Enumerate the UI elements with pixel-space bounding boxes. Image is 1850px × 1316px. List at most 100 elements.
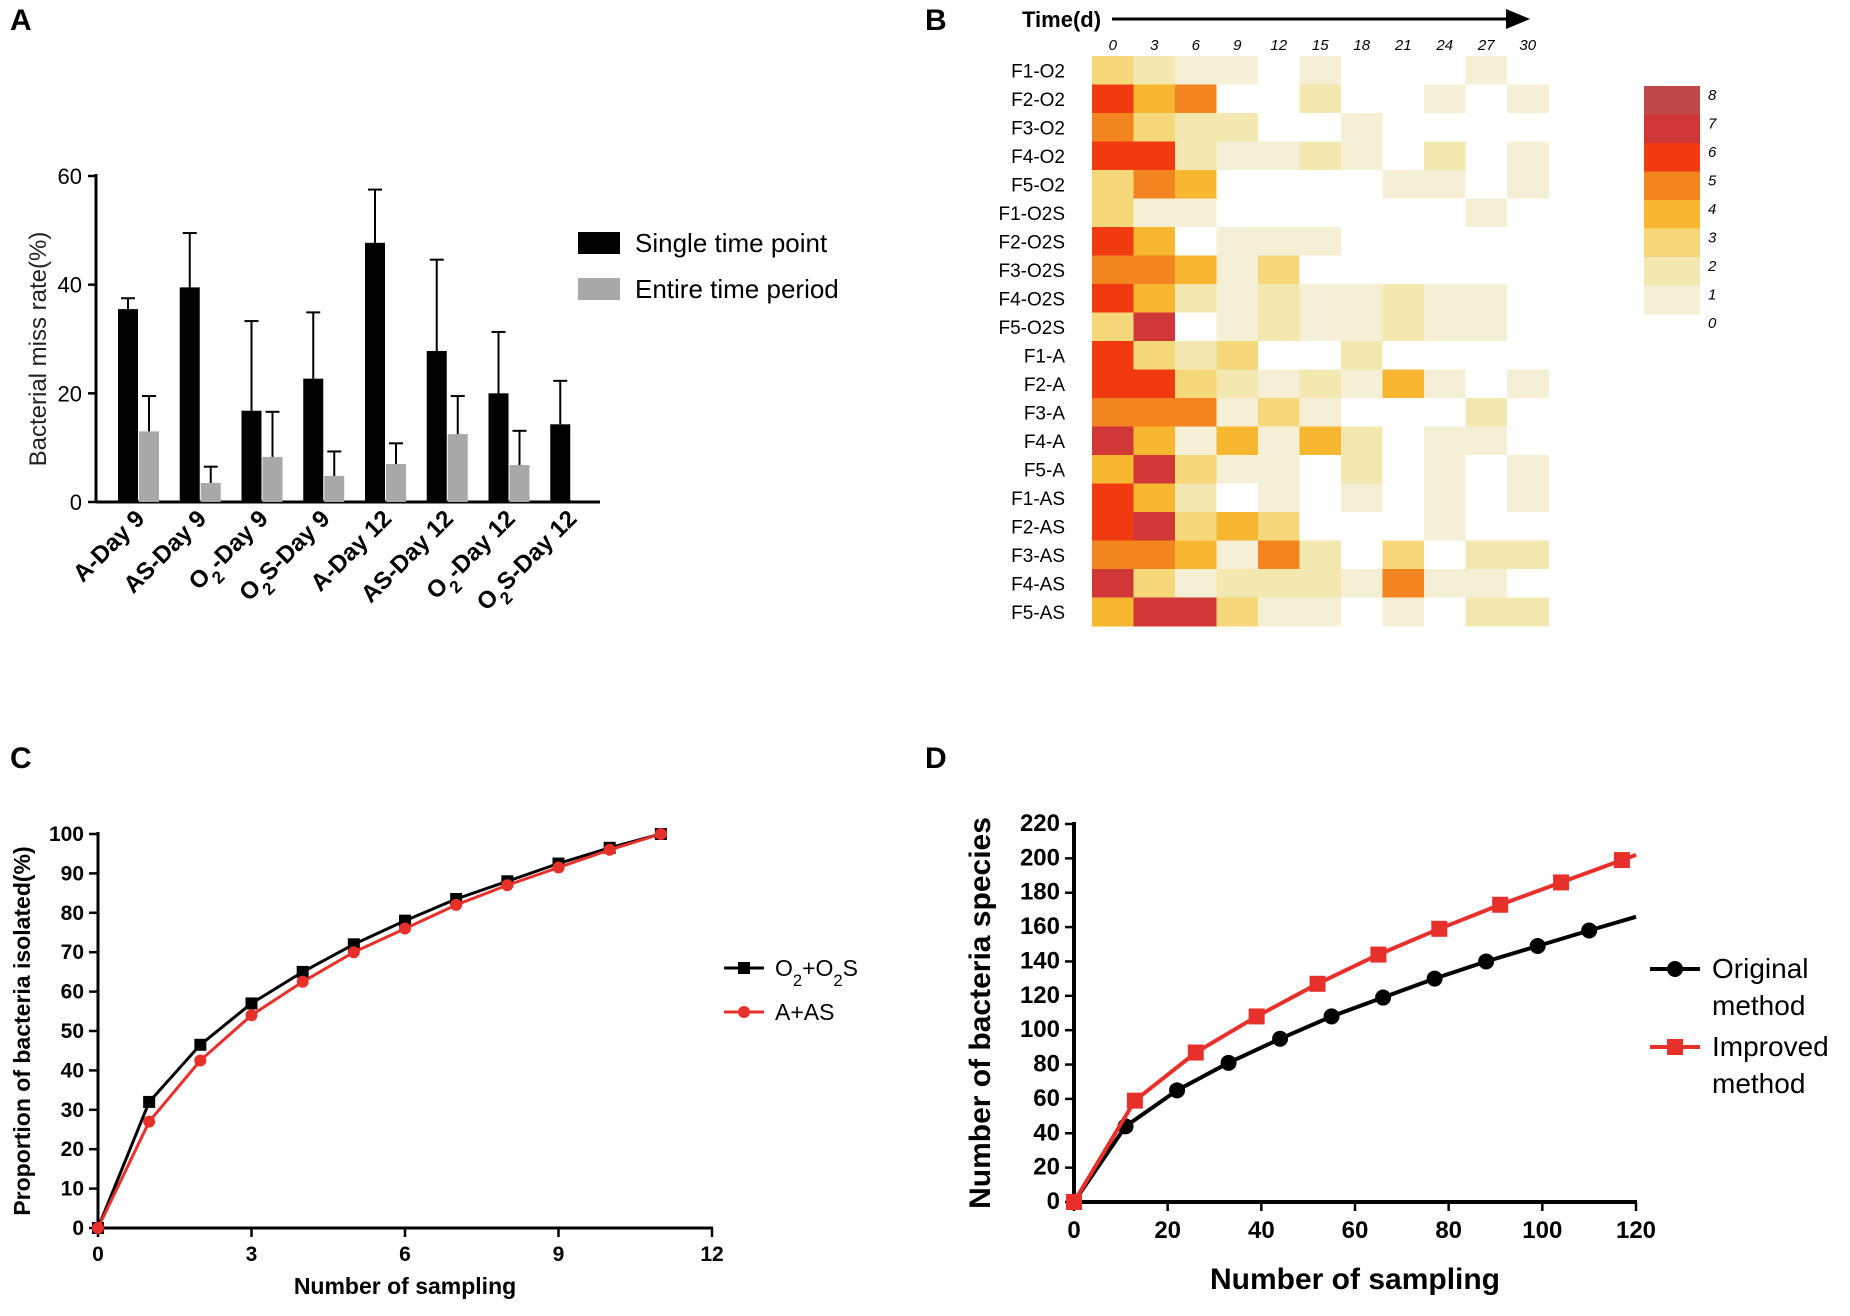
heatmap-cell	[1507, 84, 1549, 114]
heatmap-cell	[1507, 398, 1549, 427]
y-tick-label: 80	[1033, 1051, 1060, 1078]
heatmap-col-label: 9	[1233, 37, 1242, 54]
heatmap-cell	[1092, 56, 1134, 85]
heatmap-cell	[1092, 312, 1134, 342]
bar-single	[488, 393, 509, 502]
heatmap-cell	[1382, 170, 1425, 199]
y-tick-label: 20	[58, 381, 82, 406]
heatmap-cell	[1465, 426, 1508, 456]
y-tick-label: 180	[1020, 879, 1060, 906]
heatmap-cell	[1341, 426, 1383, 456]
heatmap-cell	[1258, 312, 1300, 342]
heatmap-row-label: F5-O2S	[998, 318, 1065, 339]
heatmap-cell	[1258, 398, 1300, 427]
heatmap-cell	[1465, 84, 1508, 114]
heatmap-cell	[1092, 141, 1134, 171]
bar-entire	[139, 431, 159, 502]
heatmap-row-label: F4-O2S	[998, 289, 1065, 310]
heatmap-cell	[1299, 569, 1342, 598]
heatmap-cell	[1465, 369, 1508, 399]
heatmap-cell	[1382, 455, 1425, 484]
heatmap-cell	[1507, 198, 1549, 228]
y-tick-label: 40	[61, 1059, 84, 1082]
heatmap-cell	[1382, 569, 1425, 598]
heatmap-cell	[1092, 540, 1134, 570]
x-axis-title: Number of sampling	[294, 1273, 516, 1299]
heatmap-cell	[1258, 170, 1300, 199]
heatmap-cell	[1424, 597, 1466, 627]
legend-label: A+AS	[775, 999, 834, 1025]
bar-entire	[262, 456, 283, 502]
series-marker	[194, 1054, 207, 1067]
bar-entire	[324, 475, 345, 502]
y-axis-title: Number of bacteria species	[964, 817, 997, 1209]
bar-single	[179, 287, 200, 502]
heatmap-cell	[1216, 141, 1259, 171]
heatmap-cell	[1507, 113, 1549, 142]
heatmap-cell	[1465, 56, 1508, 85]
legend-label: Single time point	[635, 228, 828, 258]
series-marker	[1375, 989, 1392, 1006]
y-axis-title: Proportion of bacteria isolated(%)	[9, 846, 35, 1215]
heatmap-row-label: F3-A	[1024, 403, 1066, 424]
heatmap-col-label: 0	[1109, 37, 1118, 54]
heatmap-cell	[1382, 341, 1425, 370]
heatmap-cell	[1382, 198, 1425, 228]
x-tick-label: 100	[1522, 1217, 1562, 1244]
heatmap-cell	[1216, 284, 1259, 313]
heatmap-cell	[1133, 141, 1176, 171]
series-marker	[603, 843, 616, 856]
x-tick-label: 9	[553, 1243, 565, 1266]
heatmap-cell	[1465, 255, 1508, 285]
heatmap-cell	[1175, 84, 1217, 114]
heatmap-cell	[1341, 84, 1383, 114]
heatmap-cell	[1133, 398, 1176, 427]
y-tick-label: 0	[72, 1217, 84, 1240]
heatmap-cell	[1382, 597, 1425, 627]
heatmap-cell	[1382, 84, 1425, 114]
bar-single	[118, 309, 138, 502]
heatmap-row-label: F5-AS	[1011, 603, 1065, 624]
heatmap-cell	[1175, 56, 1217, 85]
colorbar-label: 1	[1708, 287, 1716, 304]
x-tick-label: 80	[1435, 1217, 1462, 1244]
heatmap-cell	[1092, 113, 1134, 142]
y-tick-label: 40	[58, 273, 82, 298]
heatmap-cell	[1341, 198, 1383, 228]
colorbar-swatch	[1644, 143, 1700, 172]
heatmap-row-label: F4-O2	[1011, 147, 1065, 168]
heatmap-cell	[1133, 569, 1176, 598]
heatmap-cell	[1092, 341, 1134, 370]
x-tick-label: 3	[246, 1243, 258, 1266]
time-axis-label: Time(d)	[1022, 7, 1101, 32]
heatmap-cell	[1382, 312, 1425, 342]
heatmap-cell	[1175, 141, 1217, 171]
heatmap-cell	[1216, 483, 1259, 513]
heatmap-cell	[1424, 113, 1466, 142]
heatmap-cell	[1258, 141, 1300, 171]
heatmap-cell	[1465, 455, 1508, 484]
series-line	[1072, 853, 1637, 1204]
colorbar-label: 4	[1708, 201, 1716, 218]
series-marker	[1169, 1082, 1186, 1099]
series-marker	[1492, 896, 1509, 913]
y-tick-label: 100	[49, 823, 84, 846]
heatmap-cell	[1341, 483, 1383, 513]
colorbar-label: 0	[1708, 315, 1717, 332]
heatmap-cell	[1382, 284, 1425, 313]
heatmap-row-label: F2-O2	[1011, 90, 1065, 111]
heatmap-row-label: F3-O2	[1011, 118, 1065, 139]
heatmap-cell	[1465, 312, 1508, 342]
bar-single	[550, 424, 571, 502]
heatmap-cell	[1175, 198, 1217, 228]
heatmap-cell	[1133, 597, 1176, 627]
heatmap-cell	[1216, 170, 1259, 199]
legend-swatch	[578, 232, 620, 254]
heatmap-cell	[1299, 284, 1342, 313]
series-marker	[194, 1038, 207, 1051]
y-tick-label: 200	[1020, 844, 1060, 871]
heatmap-cell	[1216, 597, 1259, 627]
heatmap-cell	[1258, 597, 1300, 627]
heatmap-cell	[1216, 540, 1259, 570]
heatmap-cell	[1175, 569, 1217, 598]
